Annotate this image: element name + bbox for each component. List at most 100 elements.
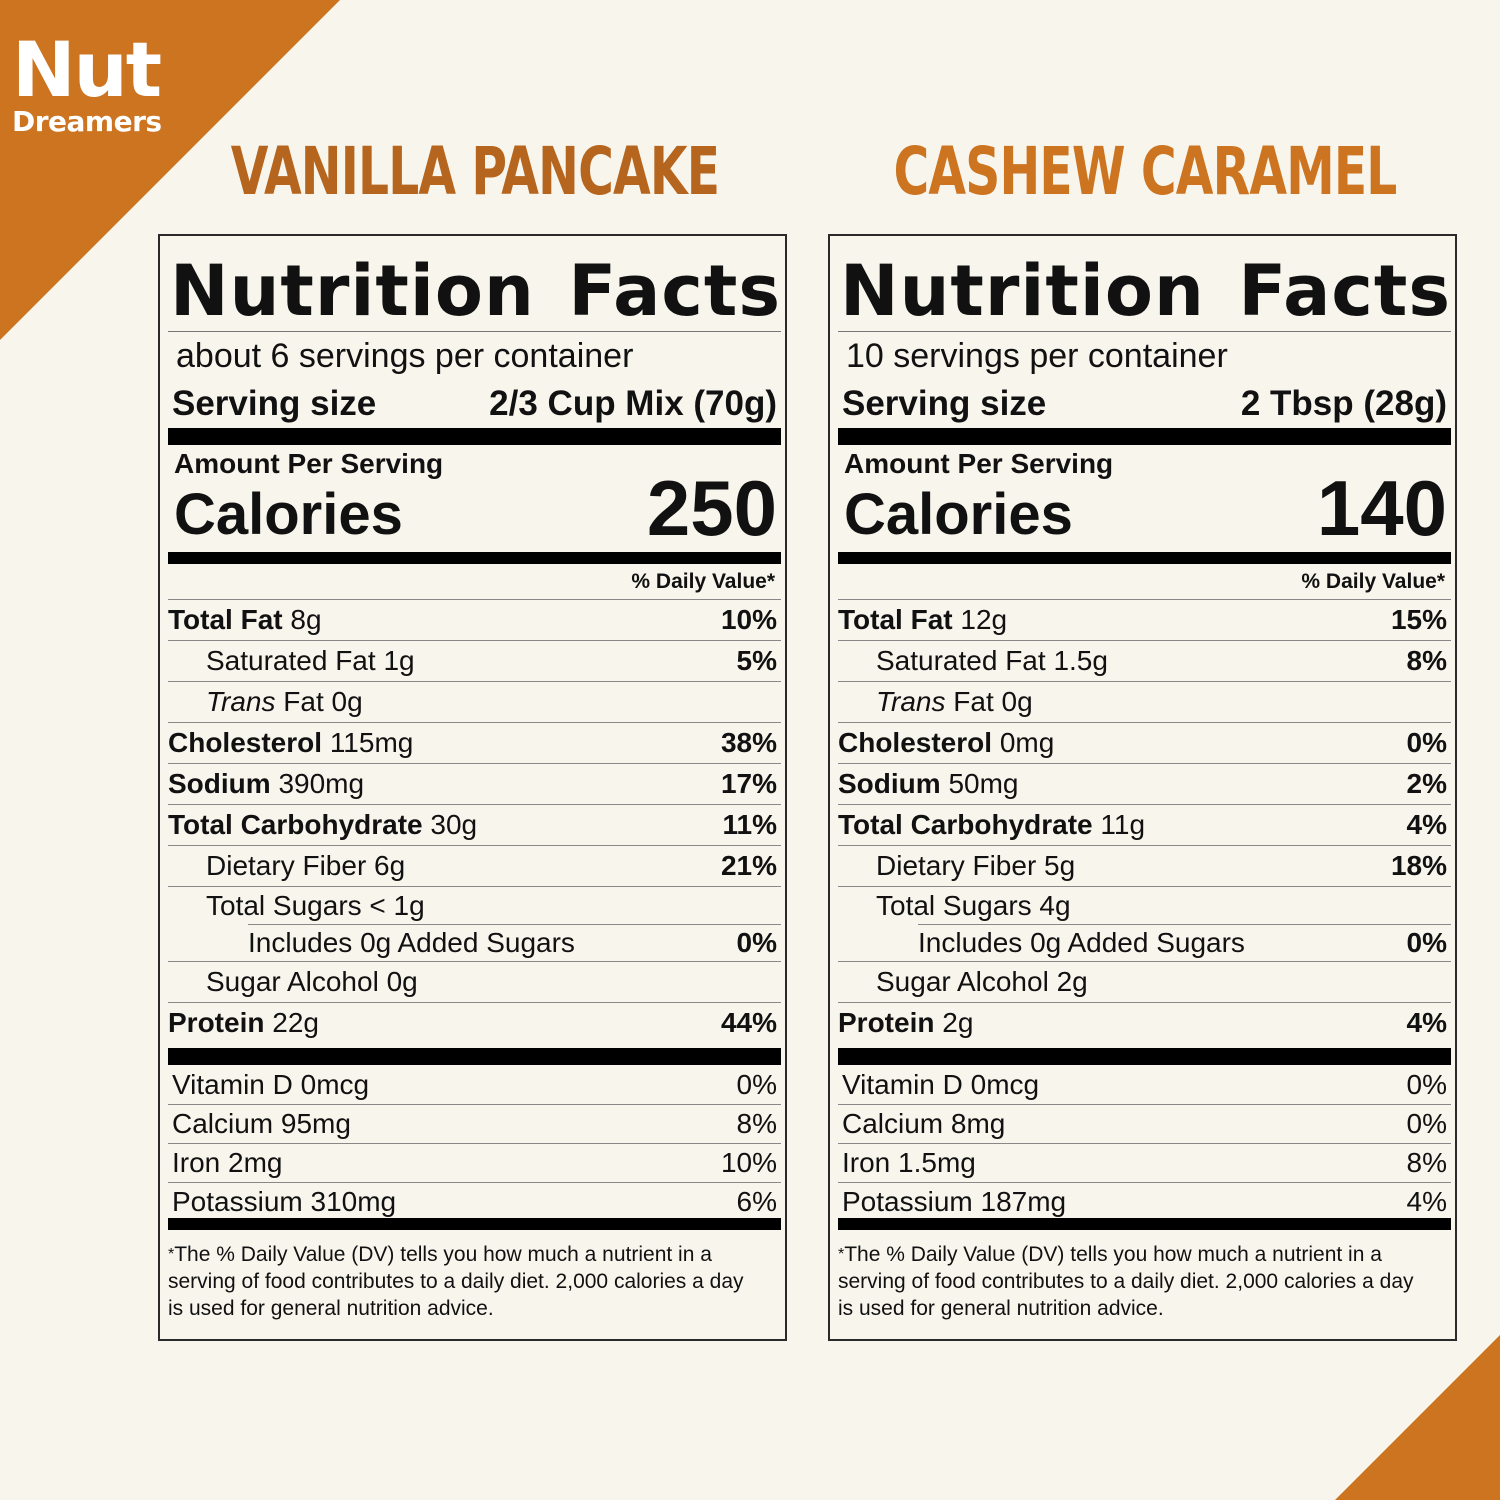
vitamin-name: Calcium 95mg bbox=[172, 1108, 351, 1139]
vitamin-name: Vitamin D 0mcg bbox=[842, 1069, 1040, 1100]
serving-size-row: Serving size 2/3 Cup Mix (70g) bbox=[172, 384, 777, 424]
nutrient-name: Includes 0g Added Sugars bbox=[248, 927, 575, 958]
vitamin-dv: 4% bbox=[1406, 1186, 1447, 1217]
nutrition-facts-heading: Nutrition Facts bbox=[840, 250, 1451, 332]
serving-size-label: Serving size bbox=[172, 384, 377, 423]
nutrient-dv: 0% bbox=[1406, 927, 1447, 958]
nutrient-row-sugar-alcohol: Sugar Alcohol 2g bbox=[838, 961, 1451, 1002]
nutrient-name: Dietary Fiber bbox=[876, 850, 1037, 881]
amount-per-serving-label: Amount Per Serving bbox=[174, 448, 444, 479]
vitamin-name: Vitamin D 0mcg bbox=[172, 1069, 370, 1100]
footnote: *The % Daily Value (DV) tells you how mu… bbox=[168, 1241, 761, 1322]
vitamin-row: Potassium 187mg 4% bbox=[838, 1183, 1451, 1221]
servings-per-container: 10 servings per container bbox=[846, 337, 1228, 375]
nutrient-row-total-fat: Total Fat 8g 10% bbox=[168, 599, 781, 640]
nutrient-row-total-sugars: Total Sugars 4g bbox=[838, 886, 1451, 924]
amount-per-serving-label: Amount Per Serving bbox=[844, 448, 1114, 479]
nutrient-amount: 22g bbox=[272, 1007, 319, 1038]
nutrient-amount: 0g bbox=[331, 686, 363, 717]
logo-wordmark-nut: Nut bbox=[12, 25, 162, 114]
vitamin-dv: 0% bbox=[1406, 1108, 1447, 1139]
vitamin-dv: 8% bbox=[736, 1108, 777, 1139]
vitamin-row: Vitamin D 0mcg 0% bbox=[838, 1066, 1451, 1105]
nutrient-row-dietary-fiber: Dietary Fiber 5g 18% bbox=[838, 845, 1451, 886]
nutrient-amount: 2g bbox=[1056, 966, 1088, 997]
nutrient-name: Fat bbox=[953, 686, 994, 717]
vitamin-name: Calcium 8mg bbox=[842, 1108, 1006, 1139]
vitamin-row: Vitamin D 0mcg 0% bbox=[168, 1066, 781, 1105]
heading-word-nutrition: Nutrition bbox=[840, 250, 1205, 332]
serving-size-label: Serving size bbox=[842, 384, 1047, 423]
nutrient-row-total-sugars: Total Sugars < 1g bbox=[168, 886, 781, 924]
nutrient-amount: 390mg bbox=[278, 768, 365, 799]
nutrient-row-added-sugars: Includes 0g Added Sugars 0% bbox=[838, 924, 1451, 961]
corner-decoration-bottom-right bbox=[1335, 1335, 1500, 1500]
nutrient-dv bbox=[777, 887, 781, 924]
nutrient-row-total-carbohydrate: Total Carbohydrate 30g 11% bbox=[168, 804, 781, 845]
nutrient-name: Total Fat bbox=[168, 604, 283, 635]
nutrient-table: Total Fat 12g 15% Saturated Fat 1.5g 8% … bbox=[838, 599, 1451, 1043]
nutrient-name: Total Carbohydrate bbox=[168, 809, 423, 840]
nutrient-table: Total Fat 8g 10% Saturated Fat 1g 5% Tra… bbox=[168, 599, 781, 1043]
nutrient-row-protein: Protein 2g 4% bbox=[838, 1002, 1451, 1043]
nutrient-dv: 18% bbox=[1390, 850, 1447, 881]
nutrient-row-total-fat: Total Fat 12g 15% bbox=[838, 599, 1451, 640]
nutrient-row-trans-fat: Trans Fat 0g bbox=[838, 681, 1451, 722]
nutrient-row-sodium: Sodium 390mg 17% bbox=[168, 763, 781, 804]
calories-label: Calories bbox=[844, 482, 1073, 547]
nutrient-amount: 11g bbox=[1100, 809, 1146, 840]
nutrient-amount: 0g bbox=[1001, 686, 1033, 717]
vitamin-dv: 10% bbox=[720, 1147, 777, 1178]
thick-divider bbox=[168, 1048, 781, 1065]
nutrient-amount: 115mg bbox=[329, 727, 414, 758]
vitamin-row: Calcium 8mg 0% bbox=[838, 1105, 1451, 1144]
nutrient-amount: 2g bbox=[942, 1007, 974, 1038]
nutrient-row-trans-fat: Trans Fat 0g bbox=[168, 681, 781, 722]
nutrient-dv: 17% bbox=[720, 768, 777, 799]
thick-divider bbox=[838, 428, 1451, 445]
nutrient-dv: 2% bbox=[1406, 768, 1447, 799]
heading-word-nutrition: Nutrition bbox=[170, 250, 535, 332]
nutrient-amount: 50mg bbox=[948, 768, 1019, 799]
vitamin-name: Iron 2mg bbox=[172, 1147, 283, 1178]
nutrient-name: Total Sugars bbox=[876, 890, 1032, 921]
nutrient-dv bbox=[777, 962, 781, 1002]
nutrient-row-sodium: Sodium 50mg 2% bbox=[838, 763, 1451, 804]
nutrient-name-italic: Trans bbox=[876, 686, 946, 717]
footnote: *The % Daily Value (DV) tells you how mu… bbox=[838, 1241, 1431, 1322]
nutrient-row-sugar-alcohol: Sugar Alcohol 0g bbox=[168, 961, 781, 1002]
nutrient-dv: 11% bbox=[722, 809, 778, 840]
nutrient-name: Dietary Fiber bbox=[206, 850, 367, 881]
vitamin-dv: 8% bbox=[1406, 1147, 1447, 1178]
nutrient-name: Sugar Alcohol bbox=[876, 966, 1049, 997]
nutrient-name: Saturated Fat bbox=[206, 645, 376, 676]
vitamin-table: Vitamin D 0mcg 0% Calcium 95mg 8% Iron 2mg… bbox=[168, 1066, 781, 1221]
thick-divider bbox=[168, 1218, 781, 1230]
heading-word-facts: Facts bbox=[568, 250, 781, 332]
servings-per-container: about 6 servings per container bbox=[176, 337, 634, 375]
serving-size-value: 2 Tbsp (28g) bbox=[1240, 384, 1447, 423]
vitamin-name: Potassium 310mg bbox=[172, 1186, 397, 1217]
nutrient-dv: 0% bbox=[1406, 727, 1447, 758]
nutrient-row-protein: Protein 22g 44% bbox=[168, 1002, 781, 1043]
divider bbox=[838, 331, 1451, 332]
vitamin-dv: 0% bbox=[736, 1069, 777, 1100]
vitamin-row: Potassium 310mg 6% bbox=[168, 1183, 781, 1221]
nutrient-row-cholesterol: Cholesterol 0mg 0% bbox=[838, 722, 1451, 763]
nutrient-name: Cholesterol bbox=[838, 727, 993, 758]
brand-logo: Nut Dreamers bbox=[12, 30, 162, 136]
nutrient-dv bbox=[1447, 962, 1451, 1002]
nutrient-amount: 30g bbox=[430, 809, 478, 840]
nutrient-amount: 0mg bbox=[999, 727, 1055, 758]
divider bbox=[168, 331, 781, 332]
nutrient-name: Protein bbox=[168, 1007, 265, 1038]
nutrient-dv: 5% bbox=[736, 645, 777, 676]
thick-divider bbox=[838, 552, 1451, 564]
nutrient-row-saturated-fat: Saturated Fat 1.5g 8% bbox=[838, 640, 1451, 681]
vitamin-dv: 6% bbox=[736, 1186, 777, 1217]
nutrient-dv: 10% bbox=[720, 604, 777, 635]
nutrient-dv: 21% bbox=[720, 850, 777, 881]
vitamin-name: Iron 1.5mg bbox=[842, 1147, 976, 1178]
nutrient-name: Total Carbohydrate bbox=[838, 809, 1093, 840]
footnote-text: The % Daily Value (DV) tells you how muc… bbox=[838, 1243, 1414, 1320]
